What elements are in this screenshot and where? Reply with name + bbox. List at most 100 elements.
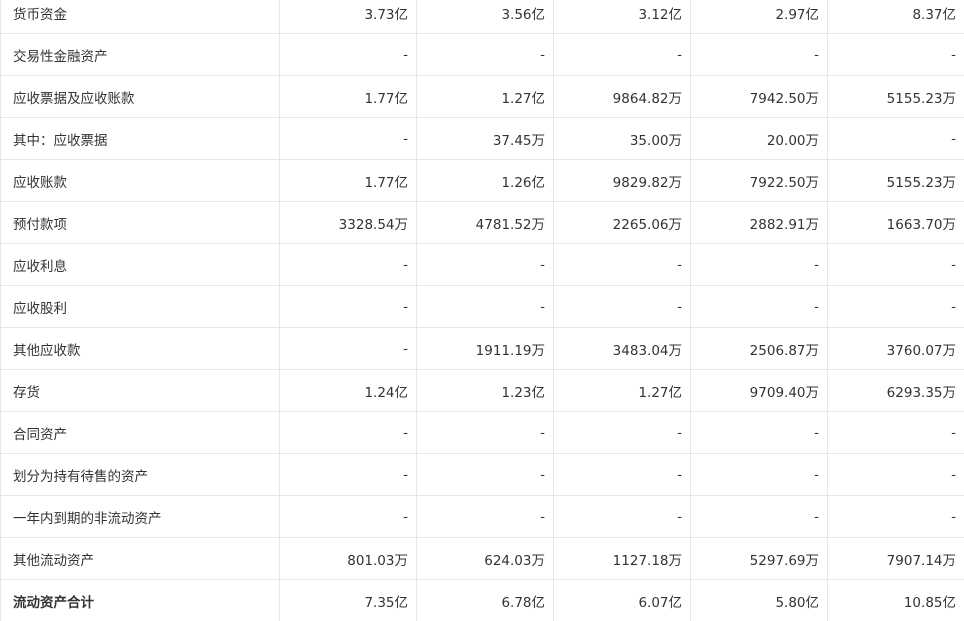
row-value: 2.97亿 bbox=[690, 0, 828, 34]
row-value: - bbox=[690, 243, 828, 286]
row-value: - bbox=[416, 453, 554, 496]
row-value: - bbox=[279, 33, 417, 76]
row-value: 9829.82万 bbox=[553, 159, 691, 202]
row-value: 1.24亿 bbox=[279, 369, 417, 412]
row-value: - bbox=[279, 117, 417, 160]
row-value: 2506.87万 bbox=[690, 327, 828, 370]
row-value: - bbox=[416, 285, 554, 328]
row-value: 1.27亿 bbox=[553, 369, 691, 412]
table-row-notes-receivable: 其中：应收票据 - 37.45万 35.00万 20.00万 - bbox=[0, 117, 964, 160]
row-label: 应收票据及应收账款 bbox=[0, 75, 280, 118]
row-value: 9864.82万 bbox=[553, 75, 691, 118]
row-value: - bbox=[827, 495, 964, 538]
row-value: 20.00万 bbox=[690, 117, 828, 160]
table-row-total-current-assets: 流动资产合计 7.35亿 6.78亿 6.07亿 5.80亿 10.85亿 bbox=[0, 579, 964, 621]
row-value: - bbox=[553, 285, 691, 328]
row-value: 801.03万 bbox=[279, 537, 417, 580]
row-value: 9709.40万 bbox=[690, 369, 828, 412]
row-value: - bbox=[279, 411, 417, 454]
row-value: 6.07亿 bbox=[553, 579, 691, 621]
table-row-notes-and-accounts-receivable: 应收票据及应收账款 1.77亿 1.27亿 9864.82万 7942.50万 … bbox=[0, 75, 964, 118]
row-label: 其他应收款 bbox=[0, 327, 280, 370]
row-value: - bbox=[827, 453, 964, 496]
row-label: 存货 bbox=[0, 369, 280, 412]
row-value: 1.77亿 bbox=[279, 75, 417, 118]
table-row-other-receivables: 其他应收款 - 1911.19万 3483.04万 2506.87万 3760.… bbox=[0, 327, 964, 370]
row-value: - bbox=[827, 243, 964, 286]
row-value: 1911.19万 bbox=[416, 327, 554, 370]
row-label: 货币资金 bbox=[0, 0, 280, 34]
table-row-other-current-assets: 其他流动资产 801.03万 624.03万 1127.18万 5297.69万… bbox=[0, 537, 964, 580]
row-value: - bbox=[279, 243, 417, 286]
table-row-dividends-receivable: 应收股利 - - - - - bbox=[0, 285, 964, 328]
row-value: - bbox=[553, 453, 691, 496]
row-value: - bbox=[416, 495, 554, 538]
row-value: 37.45万 bbox=[416, 117, 554, 160]
row-value: 10.85亿 bbox=[827, 579, 964, 621]
row-value: 3.56亿 bbox=[416, 0, 554, 34]
row-value: - bbox=[416, 33, 554, 76]
row-value: 8.37亿 bbox=[827, 0, 964, 34]
table-row-cash: 货币资金 3.73亿 3.56亿 3.12亿 2.97亿 8.37亿 bbox=[0, 0, 964, 34]
row-value: 35.00万 bbox=[553, 117, 691, 160]
row-value: 6.78亿 bbox=[416, 579, 554, 621]
row-value: 3483.04万 bbox=[553, 327, 691, 370]
row-label: 应收利息 bbox=[0, 243, 280, 286]
row-value: 3.73亿 bbox=[279, 0, 417, 34]
table-row-noncurrent-assets-due-within-one-year: 一年内到期的非流动资产 - - - - - bbox=[0, 495, 964, 538]
table-row-trading-financial-assets: 交易性金融资产 - - - - - bbox=[0, 33, 964, 76]
table-row-interest-receivable: 应收利息 - - - - - bbox=[0, 243, 964, 286]
row-value: 4781.52万 bbox=[416, 201, 554, 244]
row-value: - bbox=[827, 33, 964, 76]
row-value: - bbox=[416, 411, 554, 454]
row-value: 1127.18万 bbox=[553, 537, 691, 580]
row-value: 6293.35万 bbox=[827, 369, 964, 412]
row-value: - bbox=[279, 495, 417, 538]
row-value: - bbox=[279, 285, 417, 328]
row-value: - bbox=[827, 285, 964, 328]
row-value: 7.35亿 bbox=[279, 579, 417, 621]
row-value: - bbox=[279, 327, 417, 370]
table-row-prepayments: 预付款项 3328.54万 4781.52万 2265.06万 2882.91万… bbox=[0, 201, 964, 244]
row-value: - bbox=[827, 117, 964, 160]
row-value: 5155.23万 bbox=[827, 75, 964, 118]
row-value: - bbox=[553, 495, 691, 538]
row-value: - bbox=[553, 411, 691, 454]
row-value: 5155.23万 bbox=[827, 159, 964, 202]
row-label: 预付款项 bbox=[0, 201, 280, 244]
row-label: 一年内到期的非流动资产 bbox=[0, 495, 280, 538]
row-label: 应收账款 bbox=[0, 159, 280, 202]
row-value: 624.03万 bbox=[416, 537, 554, 580]
row-label: 其中：应收票据 bbox=[0, 117, 280, 160]
row-value: - bbox=[553, 33, 691, 76]
row-value: - bbox=[690, 285, 828, 328]
row-value: - bbox=[690, 453, 828, 496]
row-value: - bbox=[553, 243, 691, 286]
row-value: 7907.14万 bbox=[827, 537, 964, 580]
row-value: 2265.06万 bbox=[553, 201, 691, 244]
row-label: 划分为持有待售的资产 bbox=[0, 453, 280, 496]
row-value: 7942.50万 bbox=[690, 75, 828, 118]
row-value: - bbox=[827, 411, 964, 454]
row-value: - bbox=[279, 453, 417, 496]
row-value: 1.23亿 bbox=[416, 369, 554, 412]
table-row-inventory: 存货 1.24亿 1.23亿 1.27亿 9709.40万 6293.35万 bbox=[0, 369, 964, 412]
row-value: 1.27亿 bbox=[416, 75, 554, 118]
table-row-contract-assets: 合同资产 - - - - - bbox=[0, 411, 964, 454]
row-value: 3.12亿 bbox=[553, 0, 691, 34]
row-label: 交易性金融资产 bbox=[0, 33, 280, 76]
row-value: 1.26亿 bbox=[416, 159, 554, 202]
row-value: 1.77亿 bbox=[279, 159, 417, 202]
row-value: - bbox=[690, 411, 828, 454]
row-label: 流动资产合计 bbox=[0, 579, 280, 621]
row-value: 1663.70万 bbox=[827, 201, 964, 244]
row-value: - bbox=[416, 243, 554, 286]
row-value: 5.80亿 bbox=[690, 579, 828, 621]
row-value: - bbox=[690, 33, 828, 76]
row-value: 5297.69万 bbox=[690, 537, 828, 580]
row-label: 应收股利 bbox=[0, 285, 280, 328]
table-row-accounts-receivable: 应收账款 1.77亿 1.26亿 9829.82万 7922.50万 5155.… bbox=[0, 159, 964, 202]
row-label: 其他流动资产 bbox=[0, 537, 280, 580]
